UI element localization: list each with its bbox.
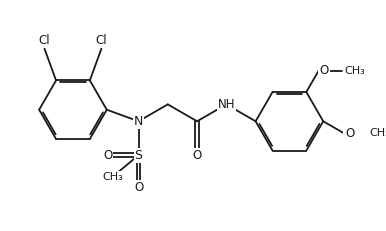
- Text: O: O: [345, 127, 354, 140]
- Text: O: O: [193, 149, 202, 161]
- Text: NH: NH: [218, 98, 235, 111]
- Text: S: S: [135, 149, 142, 162]
- Text: Cl: Cl: [39, 34, 50, 47]
- Text: CH₃: CH₃: [102, 172, 123, 182]
- Text: N: N: [134, 115, 143, 128]
- Text: Cl: Cl: [96, 34, 107, 47]
- Text: CH₃: CH₃: [344, 66, 365, 76]
- Text: O: O: [319, 64, 328, 77]
- Text: O: O: [134, 181, 143, 194]
- Text: CH₃: CH₃: [370, 128, 386, 138]
- Text: O: O: [103, 149, 112, 162]
